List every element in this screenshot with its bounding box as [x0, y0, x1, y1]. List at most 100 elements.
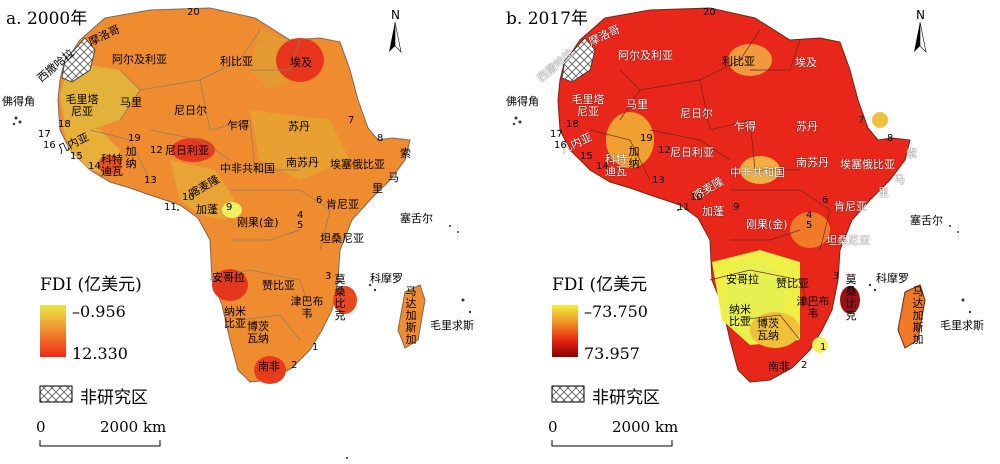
- label-nigeria: 尼日利亚: [670, 146, 714, 159]
- label-seychelles: 塞舌尔: [910, 214, 943, 227]
- num-18: 18: [566, 119, 579, 130]
- africa-map-2017: [512, 7, 972, 447]
- label-namibia: 纳米比亚: [224, 305, 246, 330]
- num-2: 2: [801, 360, 808, 371]
- num-14: 14: [596, 161, 609, 172]
- label-libya: 利比亚: [722, 55, 755, 68]
- num-8: 8: [887, 133, 894, 144]
- label-zimbabwe: 津巴布韦: [290, 295, 324, 320]
- label-tanzania: 坦桑尼亚: [826, 234, 870, 247]
- num-7: 7: [348, 115, 355, 126]
- label-cape-verde: 佛得角: [2, 95, 35, 108]
- num-19: 19: [640, 133, 653, 144]
- non-study-area: [61, 37, 96, 83]
- label-egypt: 埃及: [795, 56, 817, 69]
- label-gabon: 加蓬: [702, 205, 724, 218]
- label-madagascar: 马达加斯加: [912, 285, 924, 346]
- label-mauritania: 毛里塔尼亚: [65, 93, 99, 118]
- num-19: 19: [128, 133, 141, 144]
- num-12: 12: [150, 145, 163, 156]
- label-somalia-3: 马: [894, 173, 905, 186]
- num-9: 9: [226, 202, 233, 213]
- label-kenya: 肯尼亚: [326, 198, 359, 211]
- num-1: 1: [820, 342, 827, 353]
- label-kenya: 肯尼亚: [834, 200, 867, 213]
- num-6: 6: [316, 195, 323, 206]
- num-2: 2: [291, 360, 298, 371]
- label-chad: 乍得: [734, 120, 756, 133]
- label-zambia: 赞比亚: [262, 279, 295, 292]
- north-label: N: [391, 8, 400, 22]
- num-16: 16: [43, 140, 56, 151]
- label-sudan: 苏丹: [288, 120, 310, 133]
- scale-zero-2017: 0: [548, 418, 558, 436]
- label-sudan: 苏丹: [796, 120, 818, 133]
- madagascar-shape: [397, 284, 426, 349]
- num-9: 9: [733, 202, 740, 213]
- label-cote-divoire: 科特迪瓦: [101, 153, 123, 178]
- label-madagascar: 马达加斯加: [405, 285, 417, 346]
- label-comoros: 科摩罗: [876, 272, 909, 285]
- scale-label-2000: 2000 km: [100, 418, 167, 436]
- map-title-2017: b. 2017年: [506, 9, 588, 29]
- legend-title-2000: FDI (亿美元): [40, 275, 142, 295]
- num-6: 6: [822, 195, 829, 206]
- label-egypt: 埃及: [290, 56, 312, 69]
- label-ghana: 加纳: [628, 145, 640, 170]
- num-4: 4: [297, 210, 304, 221]
- scale-zero-2000: 0: [36, 418, 46, 436]
- label-namibia: 纳米比亚: [729, 303, 751, 328]
- label-mozambique: 莫桑比克: [845, 273, 857, 322]
- label-car: 中非共和国: [220, 162, 275, 175]
- label-south-sudan: 南苏丹: [796, 156, 829, 169]
- num-7: 7: [858, 115, 865, 126]
- label-cote-divoire: 科特迪瓦: [605, 153, 627, 178]
- num-16: 16: [554, 140, 567, 151]
- label-mauritania: 毛里塔尼亚: [571, 93, 605, 118]
- scale-label-2017: 2000 km: [612, 418, 679, 436]
- num-18: 18: [58, 119, 71, 130]
- map-title-2000: a. 2000年: [6, 9, 88, 29]
- label-drc: 刚果(金): [237, 216, 279, 229]
- label-gabon: 加蓬: [196, 203, 218, 216]
- label-botswana: 博茨瓦纳: [757, 317, 779, 342]
- num-15: 15: [70, 151, 83, 162]
- label-somalia-2: 里: [372, 182, 383, 195]
- label-mauritius: 毛里求斯: [430, 319, 474, 332]
- africa-landmass: [557, 7, 911, 383]
- legend-title-2017: FDI (亿美元: [552, 275, 648, 295]
- non-study-label-2017: 非研究区: [592, 388, 660, 408]
- map-panel-2000: a. 2000年 N 摩洛哥 西撒哈拉 阿尔及利亚 利比亚 埃及 佛得角 毛里塔…: [2, 7, 474, 459]
- label-tanzania: 坦桑尼亚: [320, 232, 364, 245]
- label-angola: 安哥拉: [212, 271, 245, 284]
- non-study-area: [561, 37, 596, 83]
- label-south-sudan: 南苏丹: [286, 156, 319, 169]
- num-3: 3: [833, 271, 840, 282]
- num-5: 5: [297, 220, 304, 231]
- label-somalia-1: 索: [906, 147, 917, 160]
- label-angola: 安哥拉: [726, 273, 759, 286]
- label-ethiopia: 埃塞俄比亚: [330, 158, 385, 171]
- label-seychelles: 塞舌尔: [400, 212, 433, 225]
- label-somalia-2: 里: [878, 186, 889, 199]
- label-zambia: 赞比亚: [776, 277, 809, 290]
- label-chad: 乍得: [227, 119, 249, 132]
- label-somalia-1: 索: [400, 147, 411, 160]
- num-17: 17: [38, 129, 51, 140]
- label-niger: 尼日尔: [174, 104, 207, 117]
- num-1: 1: [312, 342, 319, 353]
- num-13: 13: [652, 175, 665, 186]
- num-4: 4: [806, 210, 813, 221]
- num-10: 10: [690, 192, 703, 203]
- madagascar-shape: [897, 284, 926, 349]
- legend-min-2017: 73.957: [584, 344, 640, 363]
- num-11: 11: [677, 202, 690, 213]
- label-botswana: 博茨瓦纳: [247, 320, 269, 345]
- num-15: 15: [580, 151, 593, 162]
- label-comoros: 科摩罗: [370, 272, 403, 285]
- label-mozambique: 莫桑比克: [334, 273, 346, 322]
- label-somalia-3: 马: [388, 171, 399, 184]
- africa-map-2000: [12, 7, 472, 459]
- label-libya: 利比亚: [220, 55, 253, 68]
- num-20: 20: [187, 7, 200, 18]
